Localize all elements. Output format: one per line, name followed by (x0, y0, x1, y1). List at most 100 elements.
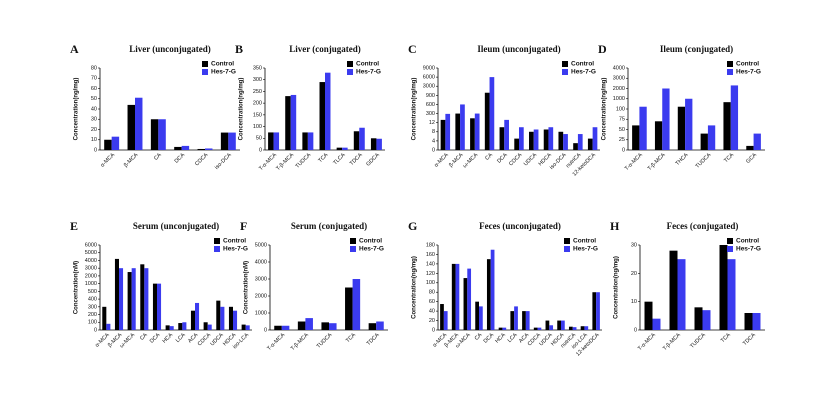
legend-swatch (727, 61, 733, 67)
y-tick-label: 6000 (423, 75, 435, 81)
y-tick-label: 200 (253, 101, 262, 107)
y-tick-label: 20 (429, 318, 435, 324)
bar (190, 310, 195, 330)
legend-label: Hes-7-G (573, 246, 598, 253)
x-tick-label: CDCA (194, 152, 209, 167)
y-tick-label: 4000 (255, 259, 267, 265)
y-tick-label: 140 (426, 261, 435, 267)
bar (568, 326, 573, 330)
bar (368, 323, 377, 330)
bar (639, 106, 647, 150)
legend-swatch (214, 246, 220, 252)
legend-label: Hes-7-G (359, 246, 384, 253)
x-tick-label: CDCA (508, 152, 523, 167)
y-tick-label: 50 (91, 96, 97, 102)
y-axis-label: Concentration(ng/mg) (239, 78, 245, 141)
bar (127, 104, 135, 150)
y-axis-label: Concentration(ng/mg) (74, 78, 80, 141)
x-tick-label: T-α-MCA (637, 332, 657, 352)
y-tick-label: 160 (426, 252, 435, 258)
legend-label: Control (211, 61, 234, 68)
y-axis-label: Concentration(nM) (244, 261, 250, 314)
bar (596, 292, 600, 330)
bar (285, 96, 291, 150)
legend-label: Hes-7-G (736, 246, 761, 253)
x-tick-label: TCA (720, 332, 732, 344)
bar (744, 313, 753, 330)
bar (460, 104, 465, 150)
y-tick-label: 400 (88, 297, 97, 303)
bar (216, 300, 221, 330)
legend-label: Control (736, 238, 759, 245)
bar (329, 323, 337, 330)
panel-title: Liver (conjugated) (289, 44, 361, 54)
bar (463, 278, 468, 330)
bar (353, 131, 360, 150)
panel-letter: D (598, 42, 607, 56)
y-tick-label: 6000 (85, 242, 97, 248)
bar (440, 119, 446, 150)
bar (719, 245, 728, 330)
y-tick-label: 1000 (613, 96, 625, 102)
legend-swatch (202, 61, 208, 67)
panel-title: Feces (unconjugated) (479, 221, 561, 231)
bar (504, 119, 509, 150)
bar (654, 121, 663, 150)
panel-title: Serum (conjugated) (291, 221, 367, 231)
bar (548, 127, 554, 150)
x-tick-label: T-α-MCA (266, 332, 286, 352)
bar (587, 138, 593, 150)
bar (549, 325, 554, 330)
y-tick-label: 3000 (613, 76, 625, 82)
x-tick-label: DCA (483, 332, 496, 345)
bar (572, 327, 577, 330)
y-tick-label: 1000 (255, 310, 267, 316)
bar (522, 311, 526, 330)
bar (537, 327, 542, 330)
bar (307, 132, 314, 150)
y-tick-label: 120 (426, 271, 435, 277)
legend-label: Hes-7-G (571, 69, 596, 76)
y-tick-label: 20 (91, 127, 97, 133)
x-tick-label: CDCA (197, 332, 212, 347)
bar (345, 287, 353, 330)
x-tick-label: iso-DCA (214, 152, 233, 171)
y-tick-label: 300 (426, 111, 435, 117)
bar (228, 306, 233, 330)
bar (140, 264, 145, 330)
x-tick-label: T-β-MCA (647, 152, 667, 172)
bar (533, 129, 539, 150)
bar (305, 318, 313, 330)
bar (241, 324, 246, 330)
x-tick-label: TDCA (349, 152, 364, 167)
bar (158, 119, 166, 150)
bar (484, 92, 490, 150)
x-tick-label: ω-MCA (462, 152, 479, 169)
bar (150, 119, 159, 150)
bar (632, 125, 640, 150)
y-tick-label: 200 (88, 312, 97, 318)
y-tick-label: 0 (259, 147, 262, 153)
y-tick-label: 300 (253, 77, 262, 83)
y-tick-label: 0 (94, 147, 97, 153)
bar (359, 127, 365, 150)
bar (514, 306, 518, 330)
y-tick-label: 50 (619, 127, 625, 133)
x-tick-label: CA (474, 332, 484, 342)
bar (498, 327, 503, 330)
y-tick-label: 40 (91, 106, 97, 112)
bar (174, 146, 182, 150)
bar (336, 147, 343, 150)
bar (440, 304, 444, 330)
bar (669, 250, 678, 330)
bar (321, 322, 329, 330)
y-tick-label: 4000 (85, 258, 97, 264)
bar (677, 106, 686, 150)
bar (131, 268, 136, 330)
legend-label: Control (223, 238, 246, 245)
bar (700, 133, 708, 150)
y-tick-label: 350 (253, 65, 262, 71)
bar (502, 327, 507, 330)
legend-swatch (727, 69, 733, 75)
bar (584, 326, 589, 330)
